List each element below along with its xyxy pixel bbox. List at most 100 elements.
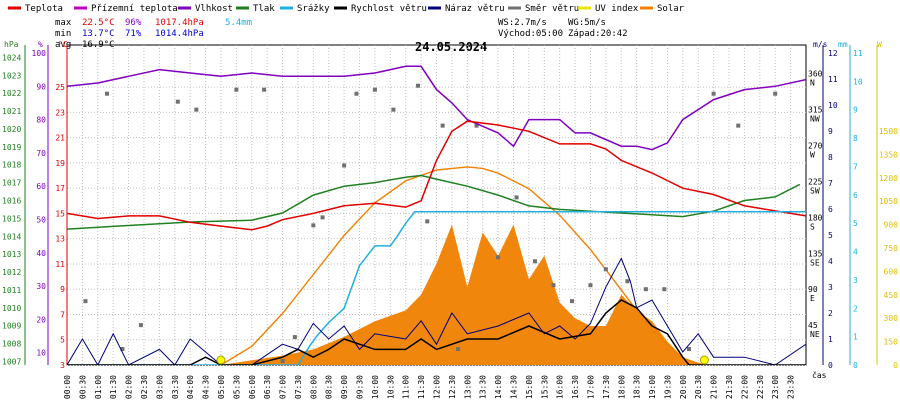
tick-x-42: 21:00: [710, 375, 719, 399]
tick-pct-5: 50: [36, 215, 46, 224]
legend-label-4: Srážky: [297, 4, 330, 14]
tick-c-7: 11: [55, 260, 65, 269]
tick-mm-1: 10: [853, 77, 863, 86]
tick-dir-label-0: N: [810, 79, 815, 88]
tick-ms-12: 0: [828, 361, 833, 370]
wind-dir-point-14: [372, 87, 377, 92]
wind-dir-point-16: [416, 83, 421, 88]
tick-c-9: 7: [60, 310, 65, 319]
tick-w-9: 150: [884, 338, 899, 347]
tick-x-0: 00:00: [63, 375, 72, 399]
tick-mm-11: 0: [853, 361, 858, 370]
legend-label-5: Rychlost větru: [351, 4, 427, 14]
tick-x-3: 01:30: [109, 375, 118, 399]
wind-dir-point-17: [425, 219, 430, 224]
left-axes: 1024102310221021102010191018101710161015…: [2, 45, 68, 370]
wind-dir-point-23: [533, 259, 538, 264]
tick-pct-7: 30: [36, 282, 46, 291]
tick-x-29: 14:30: [509, 375, 518, 399]
wind-dir-point-3: [138, 323, 143, 328]
tick-x-12: 06:00: [248, 375, 257, 399]
tick-x-40: 20:00: [679, 375, 688, 399]
tick-w-4: 900: [884, 221, 899, 230]
stats-min-press: 1014.4hPa: [155, 29, 204, 39]
tick-pct-0: 100: [32, 49, 47, 58]
tick-hpa-11: 1013: [2, 250, 21, 259]
tick-mm-9: 2: [853, 304, 858, 313]
tick-dir-label-3: SW: [810, 186, 820, 195]
tick-x-20: 10:00: [371, 375, 380, 399]
wind-dir-point-0: [83, 299, 88, 304]
wind-dir-point-31: [686, 347, 691, 352]
tick-c-8: 9: [60, 285, 65, 294]
tick-w-10: 0: [893, 361, 898, 370]
tick-w-1: 1350: [879, 150, 898, 159]
tick-x-47: 23:30: [787, 375, 796, 399]
tick-x-36: 18:00: [617, 375, 626, 399]
tick-hpa-10: 1014: [2, 232, 21, 241]
tick-c-5: 15: [55, 209, 65, 218]
tick-x-35: 17:30: [602, 375, 611, 399]
tick-ms-1: 11: [828, 75, 838, 84]
wind-dir-point-32: [711, 91, 716, 96]
series-solar-max: [220, 166, 705, 365]
tick-x-34: 17:00: [586, 375, 595, 399]
tick-x-30: 15:00: [525, 375, 534, 399]
tick-x-37: 18:30: [633, 375, 642, 399]
tick-pct-4: 60: [36, 182, 46, 191]
tick-dir-value-5: 135: [808, 249, 823, 258]
series-wind-gust: [67, 257, 806, 365]
tick-x-18: 09:00: [340, 375, 349, 399]
tick-ms-8: 4: [828, 257, 833, 266]
tick-dir-value-3: 225: [808, 177, 823, 186]
legend-label-2: Vlhkost: [195, 4, 233, 14]
axis-title-c: °C: [58, 40, 68, 49]
axis-title-ms: m/s: [813, 40, 828, 49]
tick-dir-value-6: 90: [808, 285, 818, 294]
series-solar: [220, 224, 705, 365]
tick-hpa-8: 1016: [2, 197, 21, 206]
tick-dir-label-1: NW: [810, 115, 820, 124]
stats-max-label: max: [55, 18, 72, 28]
tick-hpa-0: 1024: [2, 53, 21, 62]
tick-mm-6: 5: [853, 219, 858, 228]
tick-dir-label-6: E: [810, 294, 815, 303]
tick-hpa-12: 1012: [2, 268, 21, 277]
tick-x-6: 03:00: [155, 375, 164, 399]
stats-max-hum: 96%: [125, 18, 142, 28]
stats-ws: WS:2.7m/s: [498, 18, 547, 28]
axis-title-hpa: hPa: [4, 40, 19, 49]
tick-dir-label-7: NE: [810, 330, 820, 339]
stats-max-temp: 22.5°C: [82, 18, 115, 28]
tick-c-0: 25: [55, 83, 65, 92]
tick-ms-2: 10: [828, 101, 838, 110]
legend-label-6: Náraz větru: [445, 4, 505, 14]
tick-x-25: 12:30: [448, 375, 457, 399]
tick-mm-8: 3: [853, 276, 858, 285]
tick-x-13: 06:30: [263, 375, 272, 399]
tick-hpa-2: 1022: [2, 89, 21, 98]
wind-dir-point-13: [354, 91, 359, 96]
tick-ms-5: 7: [828, 179, 833, 188]
tick-x-45: 22:30: [756, 375, 765, 399]
wind-dir-point-15: [391, 107, 396, 112]
tick-pct-8: 20: [36, 315, 46, 324]
tick-hpa-5: 1019: [2, 143, 21, 152]
chart-date-title: 24.05.2024: [415, 40, 487, 54]
tick-x-1: 00:30: [78, 375, 87, 399]
wind-dir-point-6: [234, 87, 239, 92]
legend-label-1: Přízemní teplota: [91, 4, 178, 14]
x-unit-label: čas: [812, 370, 827, 380]
tick-x-39: 19:30: [663, 375, 672, 399]
tick-ms-3: 9: [828, 127, 833, 136]
wind-dir-point-20: [474, 123, 479, 128]
tick-hpa-6: 1018: [2, 161, 21, 170]
stats-min-hum: 71%: [125, 29, 142, 39]
wind-dir-point-28: [625, 279, 630, 284]
tick-ms-0: 12: [828, 49, 838, 58]
tick-x-23: 11:30: [417, 375, 426, 399]
legend-label-3: Tlak: [253, 4, 275, 14]
tick-x-41: 20:30: [694, 375, 703, 399]
tick-dir-label-2: W: [810, 151, 815, 160]
